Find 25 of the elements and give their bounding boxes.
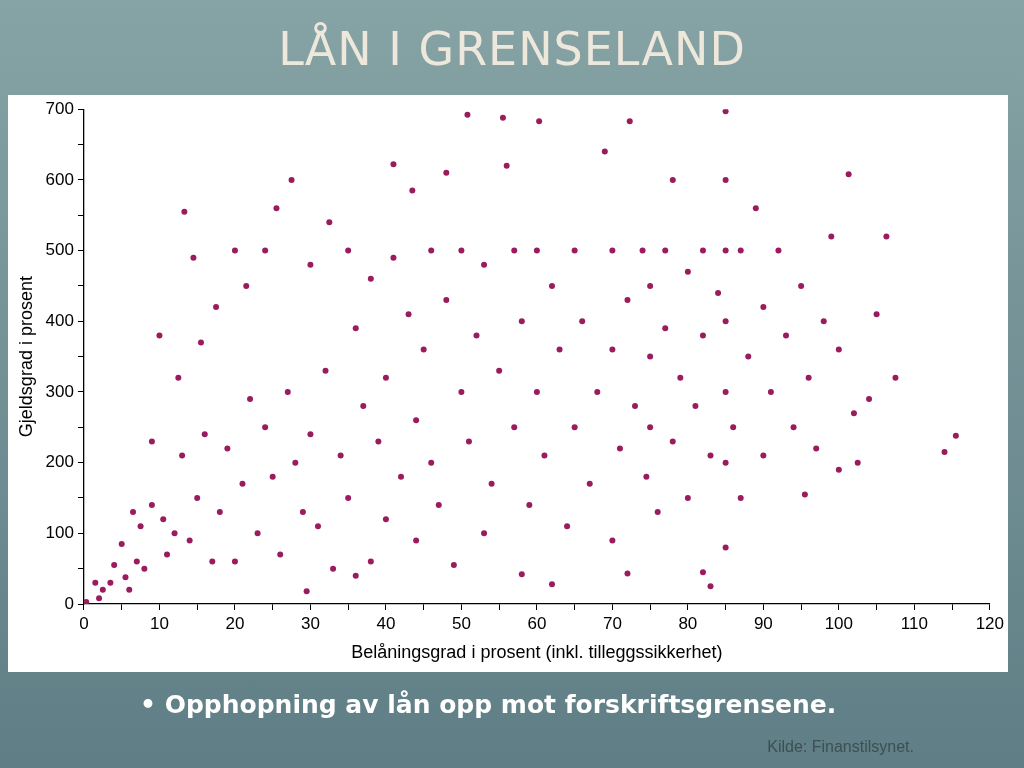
y-tick-label: 200	[45, 452, 74, 472]
y-tick-label: 700	[45, 98, 74, 118]
x-tick-label: 10	[149, 613, 169, 633]
text: • Opphopning av lån opp mot forskriftsgrensene.	[140, 690, 837, 719]
y-tick-label: 600	[45, 169, 74, 189]
y-tick-label: 100	[45, 523, 74, 542]
y-tick-label: 300	[45, 381, 74, 401]
x-axis-title: Belåningsgrad i prosent (inkl. tilleggssikkerhet)	[351, 642, 723, 663]
x-tick-label: 120	[975, 613, 1005, 633]
y-tick-label: 400	[45, 310, 74, 330]
y-axis-title: Gjeldsgrad i prosent	[15, 276, 36, 438]
x-tick-label: 60	[527, 613, 547, 633]
x-tick-label: 100	[824, 613, 854, 633]
x-tick-label: 80	[678, 613, 698, 633]
chart-title: LÅN I GRENSELAND	[277, 22, 747, 76]
x-tick-label: 0	[79, 613, 89, 633]
x-tick-label: 50	[451, 613, 471, 633]
x-tick-label: 70	[602, 613, 622, 633]
x-tick-label: 40	[376, 613, 396, 633]
y-tick-label: 0	[64, 593, 74, 613]
x-tick-label: 30	[300, 613, 320, 633]
x-tick-label: 20	[225, 613, 245, 633]
x-tick-label: 90	[753, 613, 773, 633]
x-tick-label: 110	[900, 613, 928, 633]
y-tick-label: 500	[45, 240, 74, 260]
